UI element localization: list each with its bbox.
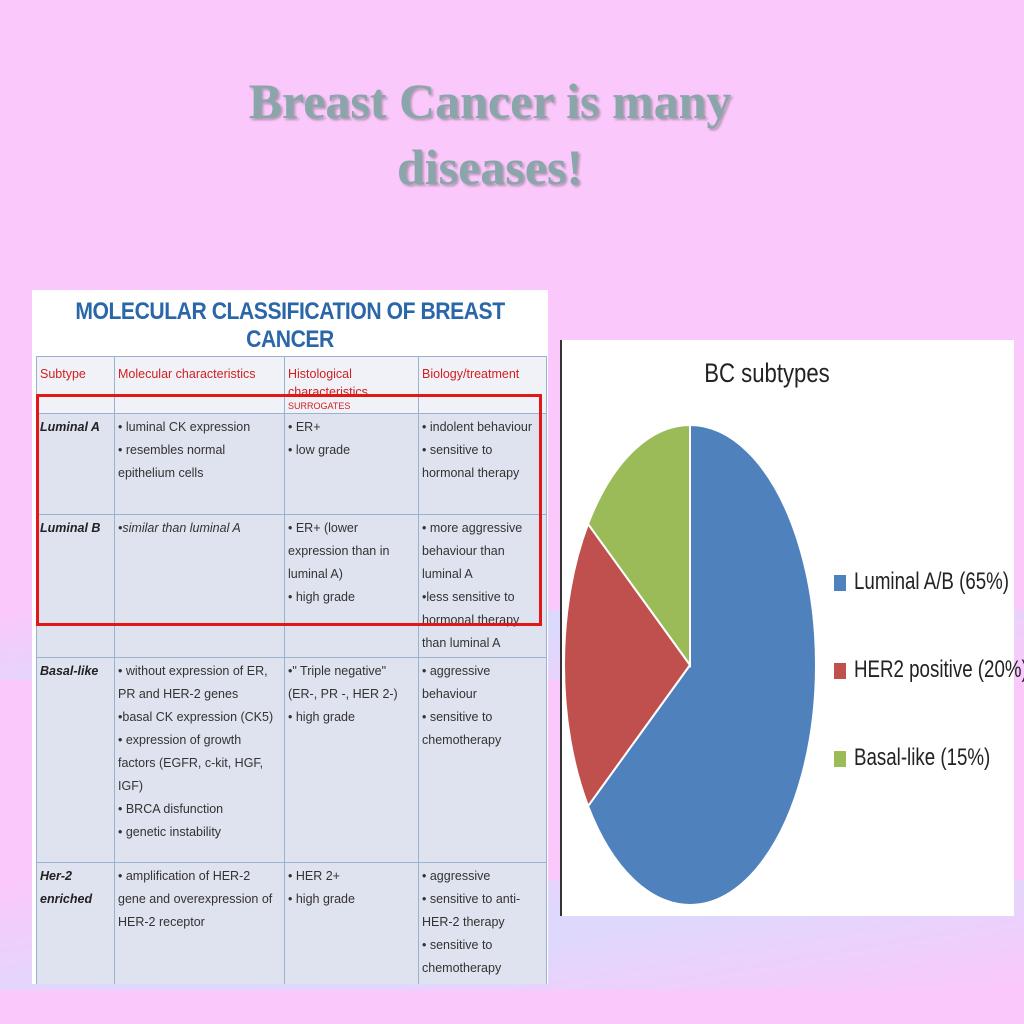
classification-table: Subtype Molecular characteristics Histol…: [36, 356, 547, 984]
cell-line: • high grade: [288, 590, 355, 604]
table-heading: MOLECULAR CLASSIFICATION OF BREAST CANCE…: [75, 298, 505, 353]
classification-table-image: MOLECULAR CLASSIFICATION OF BREAST CANCE…: [32, 290, 548, 984]
cell-histological: • HER 2+ • high grade: [284, 862, 419, 984]
slide-title-line: Breast Cancer is many: [248, 73, 732, 129]
cell-histological: • ER+ • low grade: [284, 413, 419, 515]
cell-line: • indolent behaviour: [422, 420, 533, 434]
cell-line: • without expression of ER, PR and HER-2…: [118, 664, 268, 701]
cell-line: • sensitive to chemotherapy: [422, 938, 502, 975]
cell-line: • ER+: [288, 420, 321, 434]
pie-slice: [562, 521, 692, 809]
cell-histological: • ER+ (lower expression than in luminal …: [284, 514, 419, 658]
cell-line: •basal CK expression (CK5): [118, 710, 274, 724]
legend-label: HER2 positive (20%): [854, 656, 1024, 683]
cell-molecular: • amplification of HER-2 gene and overex…: [114, 862, 285, 984]
slide-title: Breast Cancer is many diseases!: [100, 68, 880, 200]
header-histological-label: Histological characteristics: [288, 367, 368, 399]
cell-line: • ER+ (lower expression than in luminal …: [288, 521, 390, 581]
header-histological: Histological characteristics SURROGATES: [284, 356, 419, 414]
cell-line: •" Triple negative": [288, 664, 387, 678]
legend-swatch: [834, 663, 846, 679]
cell-line: • aggressive: [422, 869, 491, 883]
cell-line: • luminal CK expression: [118, 420, 251, 434]
header-subtype: Subtype: [36, 356, 115, 414]
cell-molecular: •similar than luminal A: [114, 514, 285, 658]
cell-line: • more aggressive behaviour than luminal…: [422, 521, 523, 581]
cell-line: (ER-, PR -, HER 2-): [288, 687, 398, 701]
cell-line: •similar than luminal A: [118, 521, 241, 535]
legend-label: Luminal A/B (65%): [854, 568, 1010, 595]
pie-slice: [586, 423, 691, 669]
slide-title-line: diseases!: [396, 139, 584, 195]
legend-label: Basal-like (15%): [854, 744, 991, 771]
table-row: Luminal B •similar than luminal A • ER+ (l…: [36, 514, 547, 658]
cell-line: • sensitive to anti-HER-2 therapy: [422, 892, 521, 929]
cell-line: • low grade: [288, 443, 351, 457]
cell-line: •less sensitive to hormonal therapy than…: [422, 590, 520, 650]
cell-subtype: Basal-like: [36, 657, 115, 863]
cell-line: • high grade: [288, 892, 355, 906]
cell-biology: • more aggressive behaviour than luminal…: [418, 514, 547, 658]
cell-line: • sensitive to chemotherapy: [422, 710, 502, 747]
cell-line: • sensitive to hormonal therapy: [422, 443, 520, 480]
table-row: Her-2 enriched • amplification of HER-2 g…: [36, 862, 547, 984]
cell-subtype: Luminal B: [36, 514, 115, 658]
pie-chart-image: BC subtypes Luminal A/B (65%) HER2 positi…: [560, 340, 1024, 916]
header-histological-sub: SURROGATES: [288, 401, 351, 411]
cell-subtype: Luminal A: [36, 413, 115, 515]
cell-line: • resembles normal epithelium cells: [118, 443, 226, 480]
cell-line: • genetic instability: [118, 825, 222, 839]
cell-subtype: Her-2 enriched: [36, 862, 115, 984]
cell-biology: • indolent behaviour • sensitive to hormo…: [418, 413, 547, 515]
cell-biology: • aggressive behaviour • sensitive to che…: [418, 657, 547, 863]
cell-biology: • aggressive • sensitive to anti-HER-2 th…: [418, 862, 547, 984]
legend-swatch: [834, 751, 846, 767]
cell-line: • aggressive behaviour: [422, 664, 491, 701]
table-row: Luminal A • luminal CK expression • resemb…: [36, 413, 547, 515]
cell-line: • high grade: [288, 710, 355, 724]
table-row: Basal-like • without expression of ER, PR…: [36, 657, 547, 863]
pie-chart: [562, 423, 817, 906]
cell-line: • BRCA disfunction: [118, 802, 224, 816]
cell-line: • expression of growth factors (EGFR, c-…: [118, 733, 264, 793]
header-molecular: Molecular characteristics: [114, 356, 285, 414]
cell-line: • HER 2+: [288, 869, 340, 883]
cell-histological: •" Triple negative" (ER-, PR -, HER 2-) • …: [284, 657, 419, 863]
header-biology: Biology/treatment: [418, 356, 547, 414]
cell-molecular: • luminal CK expression • resembles norma…: [114, 413, 285, 515]
cell-line: • amplification of HER-2 gene and overex…: [118, 869, 273, 929]
chart-title: BC subtypes: [704, 358, 830, 388]
pie-slice: [586, 423, 817, 906]
cell-molecular: • without expression of ER, PR and HER-2…: [114, 657, 285, 863]
legend-swatch: [834, 575, 846, 591]
table-header-row: Subtype Molecular characteristics Histol…: [36, 356, 547, 414]
